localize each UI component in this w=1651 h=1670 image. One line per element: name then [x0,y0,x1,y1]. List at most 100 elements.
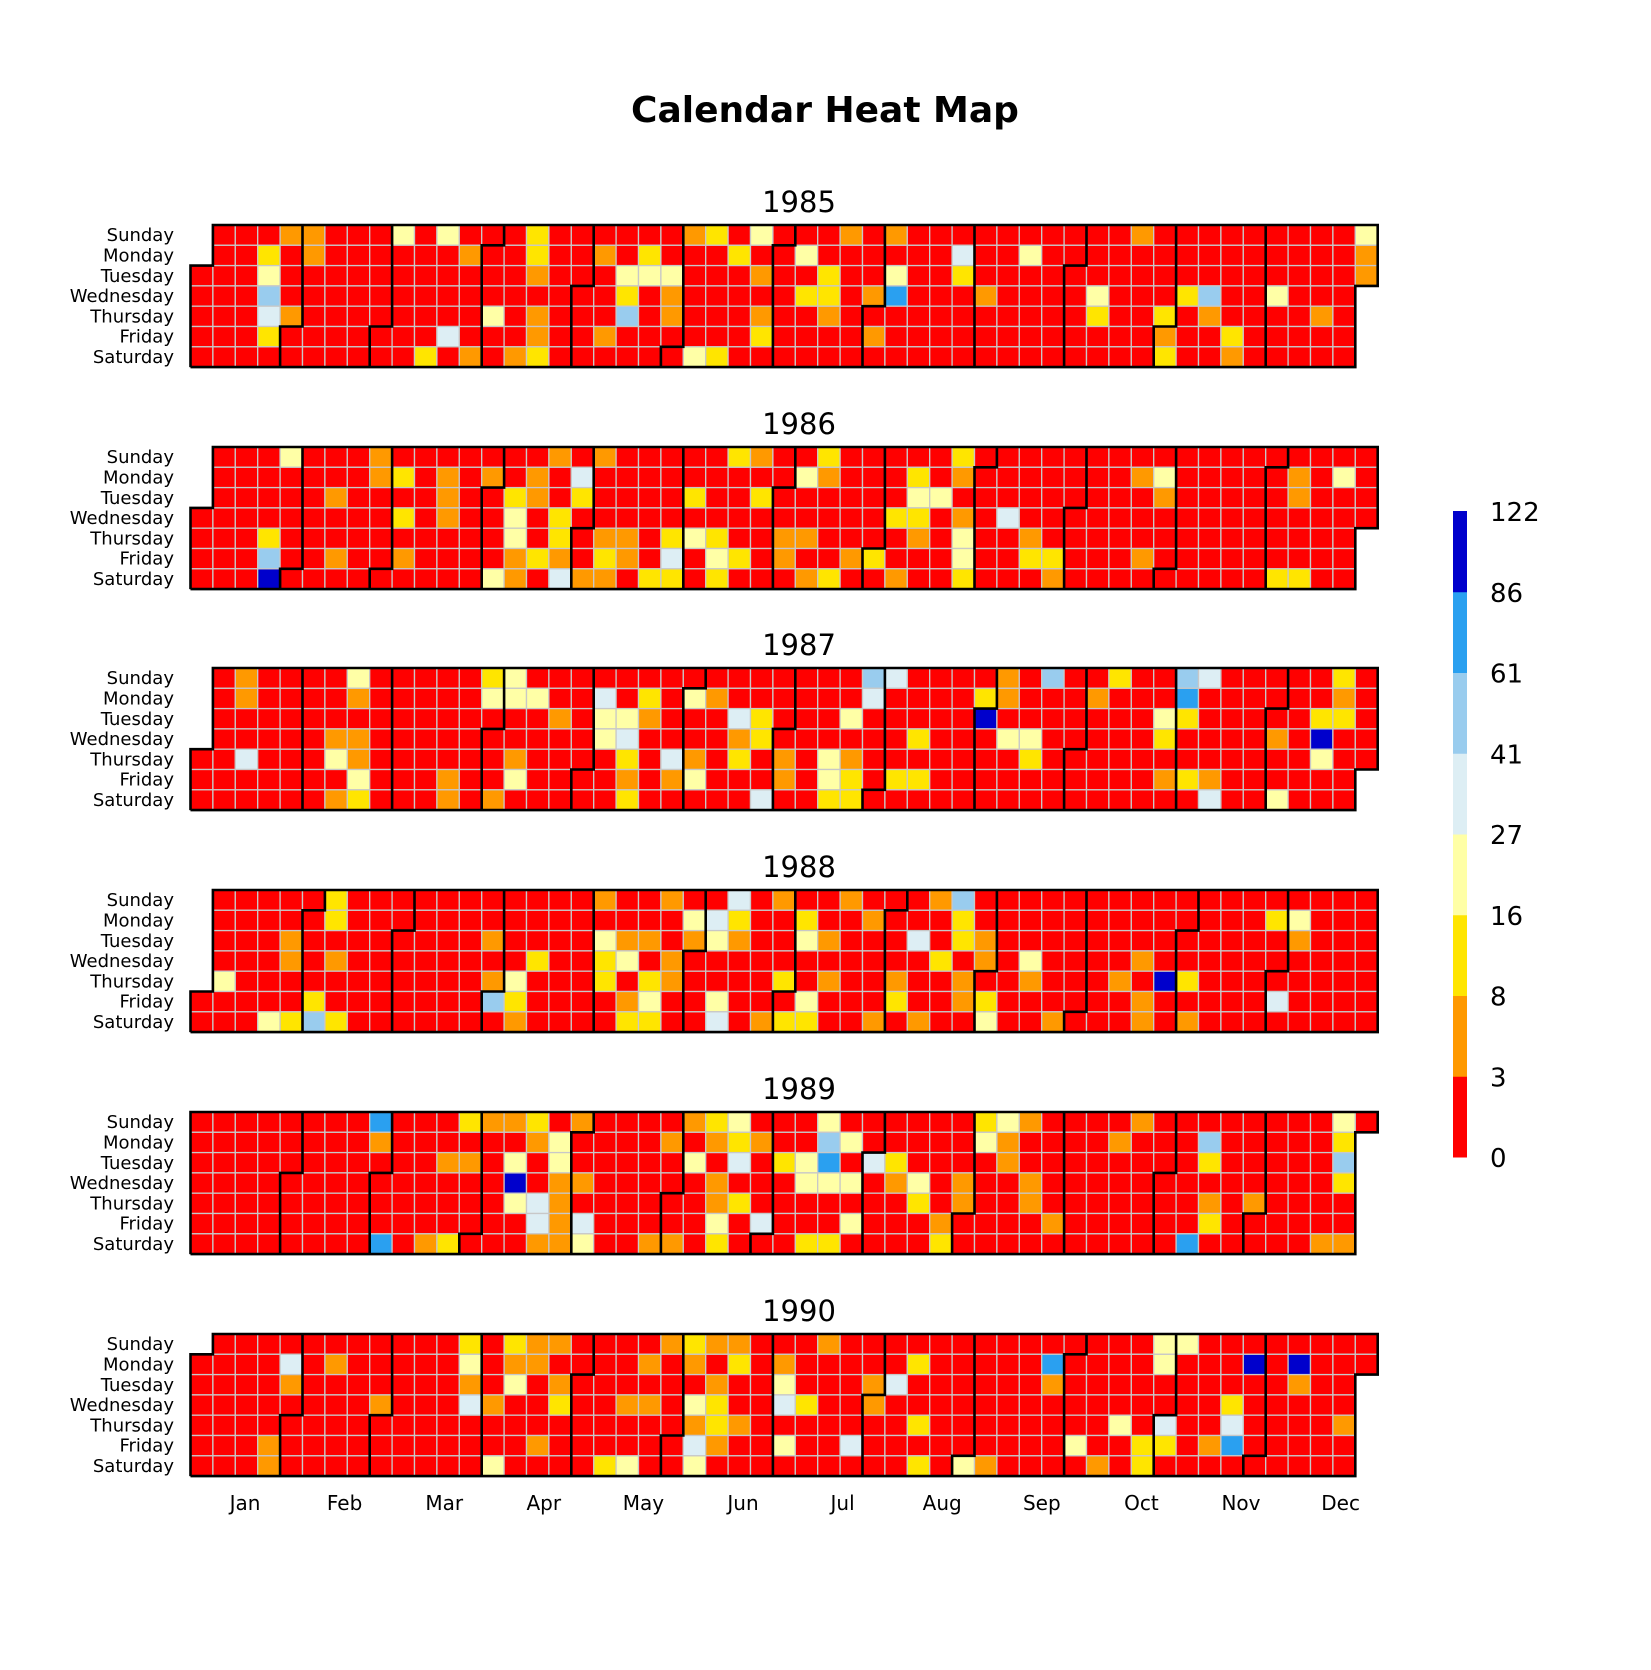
day-cell [1130,1172,1155,1194]
day-cell [839,1011,864,1033]
day-cell [369,547,393,570]
day-cell [906,1131,931,1154]
year-label: 1986 [762,407,836,441]
day-cell [1242,568,1267,590]
day-cell [458,1353,483,1376]
day-cell [727,667,752,689]
day-cell [1018,1131,1043,1154]
day-cell [660,1333,684,1355]
day-cell [884,970,908,993]
day-cell [1130,1353,1155,1376]
day-cell [794,748,819,771]
year-label: 1985 [762,185,836,219]
day-cell [436,929,460,952]
day-cell [548,1434,572,1457]
day-cell [1332,325,1356,348]
day-cell [1153,507,1177,529]
day-cell [413,1373,438,1396]
day-cell [929,1373,953,1396]
day-cell [973,1011,998,1033]
day-cell [1041,1333,1065,1355]
day-cell [660,1151,684,1174]
day-cell [189,1172,214,1194]
day-cell [369,728,393,750]
day-cell [1332,768,1356,791]
day-cell [279,1131,304,1154]
day-cell [257,1414,281,1437]
day-cell [861,667,886,689]
day-cell [1063,789,1088,811]
day-cell [817,305,841,328]
day-cell [660,970,684,993]
day-cell [346,568,371,590]
day-cell [1265,547,1289,570]
day-cell [951,950,976,972]
day-cell [749,950,774,972]
day-cell [369,568,393,590]
day-cell [817,1394,841,1416]
day-cell [1041,305,1065,328]
day-cell [548,687,572,710]
day-label: Sunday [107,890,175,911]
day-cell [1108,768,1132,791]
day-cell [369,1151,393,1174]
day-cell [906,446,931,468]
day-cell [1085,1192,1110,1215]
day-cell [794,446,819,468]
day-cell [481,1434,505,1457]
day-cell [682,1111,707,1133]
day-cell [413,264,438,287]
day-cell [1063,1212,1088,1235]
day-cell [1175,1192,1200,1215]
day-cell [637,285,662,307]
day-cell [525,1434,550,1457]
day-cell [839,1414,864,1437]
day-cell [637,346,662,368]
day-cell [1130,285,1155,307]
day-cell [637,507,662,529]
day-cell [884,1233,908,1255]
day-cell [324,346,348,368]
day-label: Friday [119,992,174,1013]
day-cell [391,1011,416,1033]
day-cell [548,1394,572,1416]
day-cell [212,527,236,550]
day-cell [1041,527,1065,550]
day-cell [369,264,393,287]
day-cell [436,1333,460,1355]
year-panel-1987: 1987SundayMondayTuesdayWednesdayThursday… [70,628,1379,812]
day-cell [884,728,908,750]
day-cell [1332,1373,1356,1396]
day-cell [1265,1172,1289,1194]
day-cell [1153,1333,1177,1355]
day-cell [1130,466,1155,489]
day-cell [503,1131,528,1154]
day-cell [1265,1353,1289,1376]
day-cell [749,1233,774,1255]
day-cell [458,1151,483,1174]
day-cell [346,305,371,328]
day-cell [1018,1011,1043,1033]
day-cell [570,929,595,952]
day-cell [1175,1394,1200,1416]
day-cell [503,568,528,590]
day-cell [906,1434,931,1457]
day-cell [839,1111,864,1133]
day-cell [861,889,886,911]
month-boundaries [189,1110,1379,1256]
day-cell [749,1333,774,1355]
day-cell [324,527,348,550]
day-cell [772,728,796,750]
day-cell [1197,728,1222,750]
day-cell [884,950,908,972]
day-cell [951,1192,976,1215]
day-cell [1265,1111,1289,1133]
day-cell [1018,244,1043,267]
day-cell [346,1353,371,1376]
day-cell [1332,1233,1356,1255]
day-cell [1332,707,1356,730]
day-cell [189,1111,214,1133]
day-cell [973,929,998,952]
day-cell [772,244,796,267]
day-cell [929,507,953,529]
